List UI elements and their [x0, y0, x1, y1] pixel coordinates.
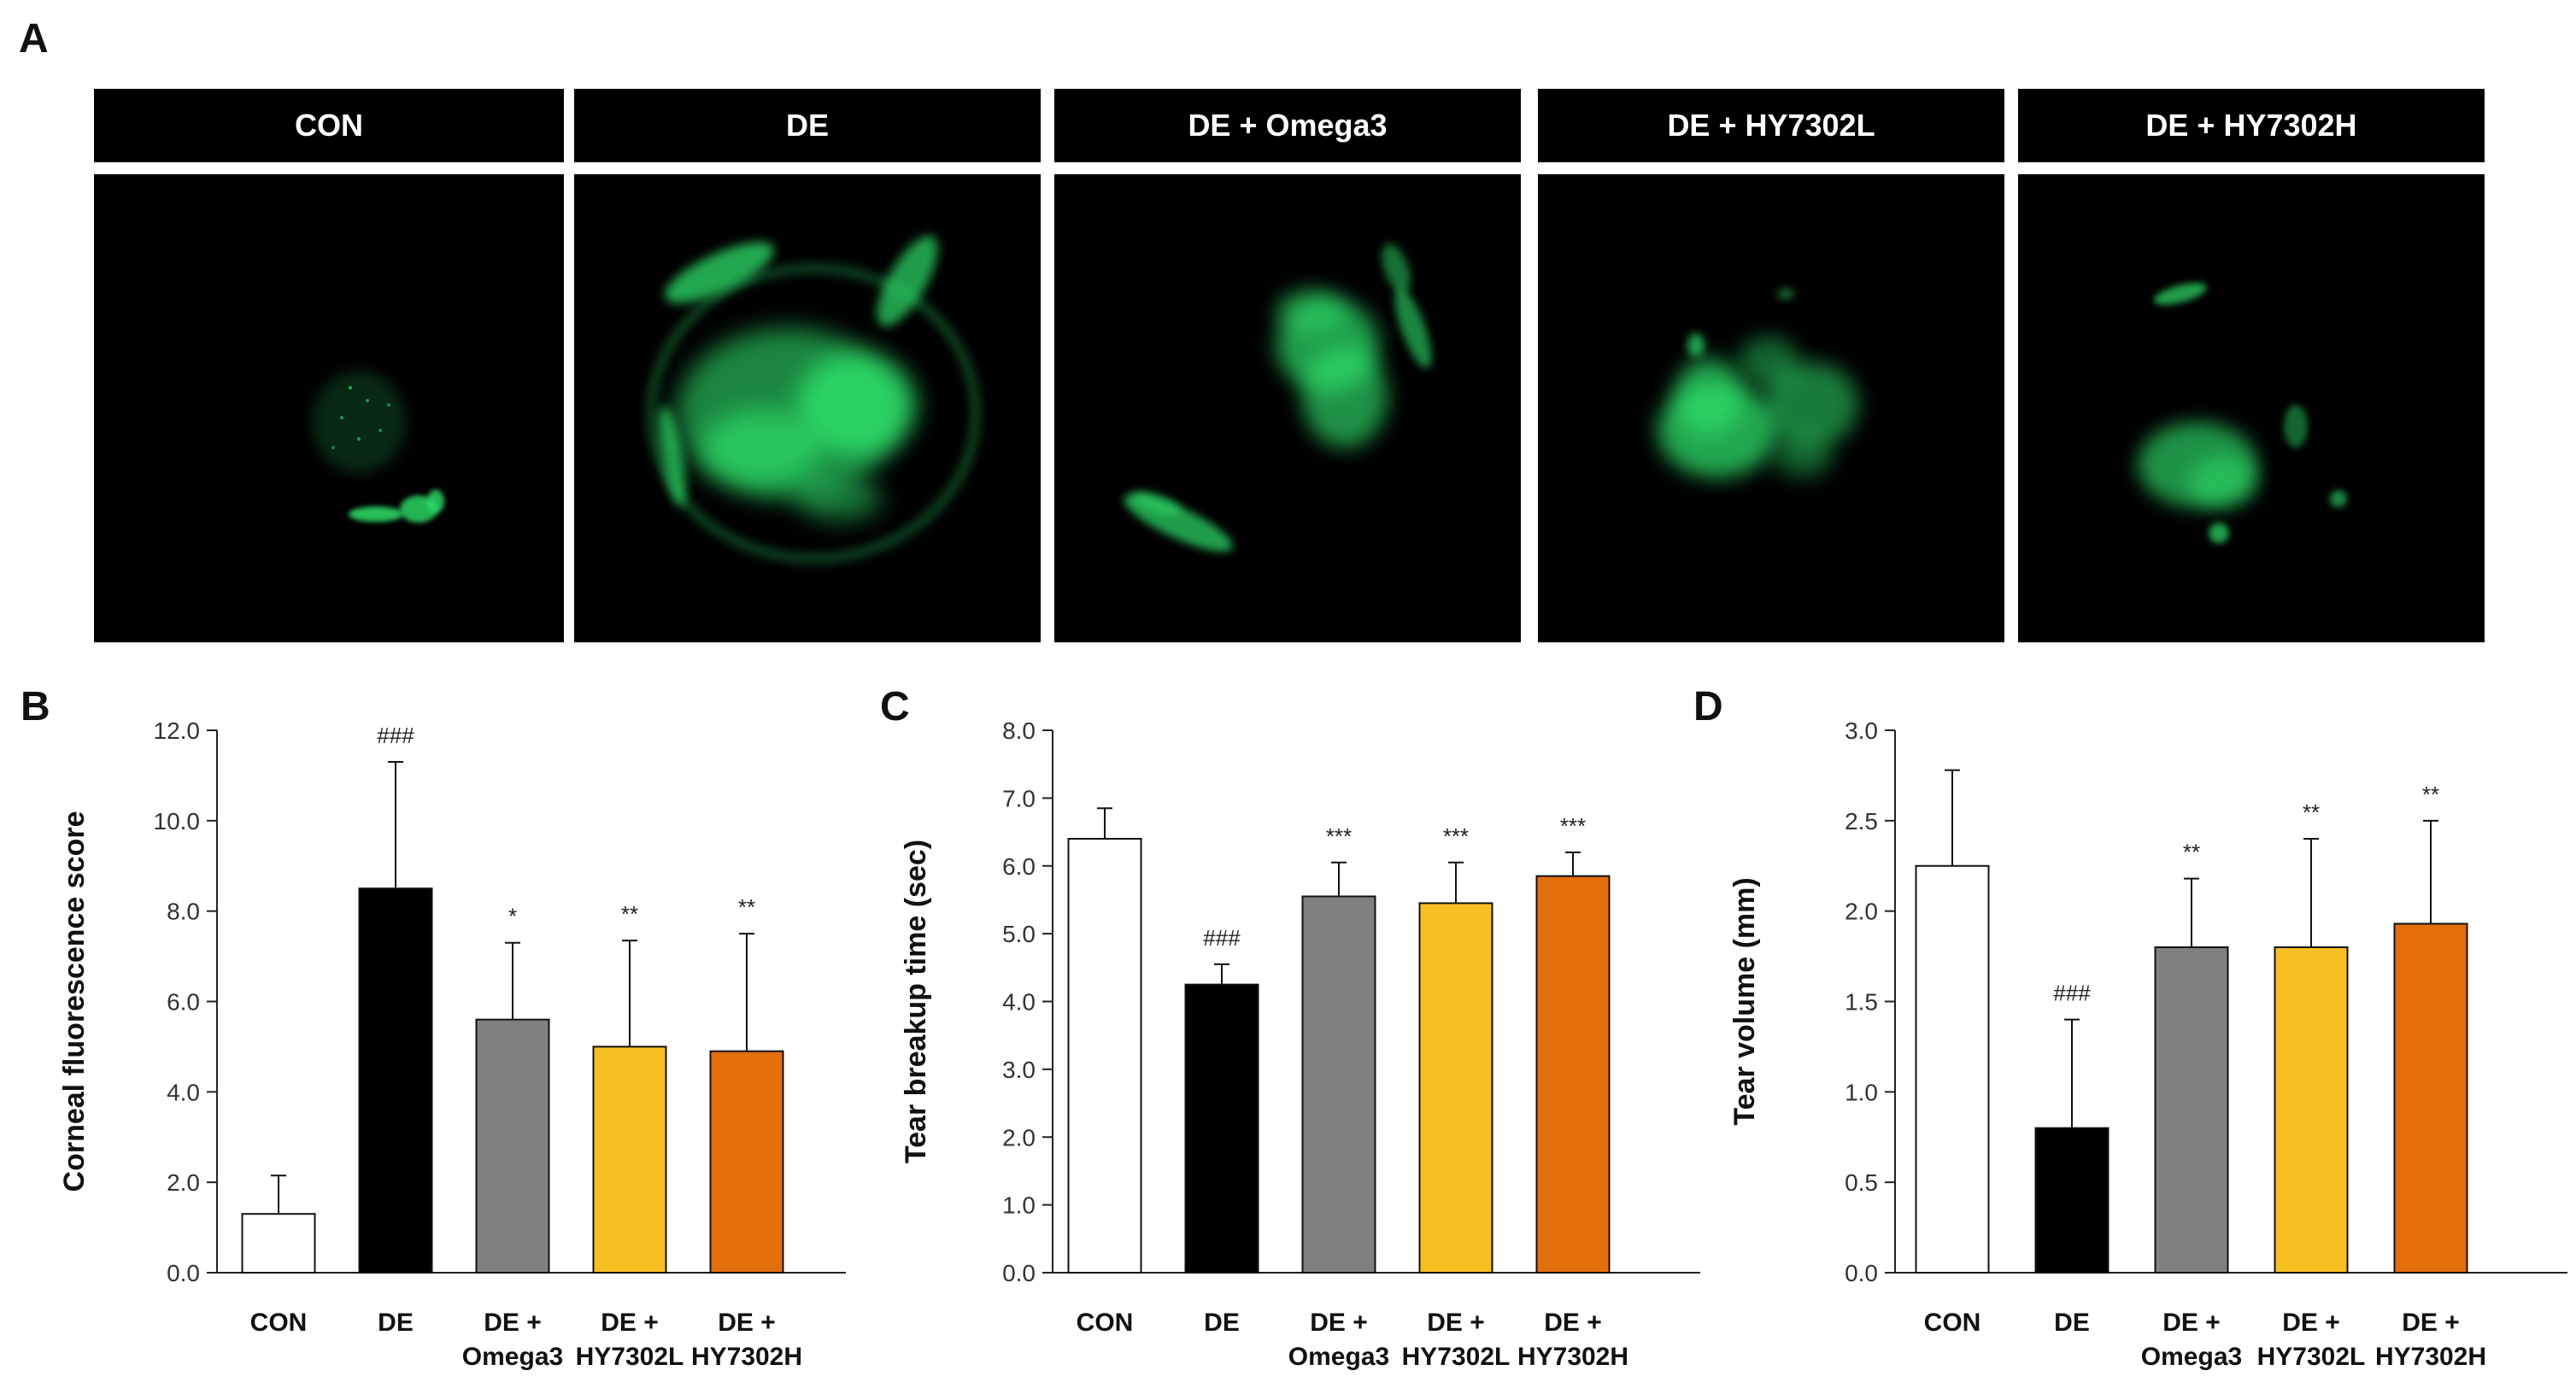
chart-tear-breakup-time: Tear breakup time (sec) 0.0 1.0 2.0 3.0 4.0 5.… [900, 717, 1700, 1371]
x-category-label: HY7302L [576, 1343, 684, 1371]
image-header-con: CON [94, 89, 564, 162]
significance-label: ** [621, 901, 638, 927]
y-tick-label: 8.0 [1002, 717, 1036, 744]
x-category-label: DE [378, 1309, 414, 1337]
y-tick-label: 2.5 [1845, 808, 1878, 835]
y-tick-label: 0.0 [1845, 1260, 1878, 1286]
significance-label: ### [1203, 925, 1241, 951]
bar [1067, 838, 1142, 1274]
cornea-image-de [574, 174, 1041, 642]
x-category-label: DE + [1427, 1309, 1485, 1337]
panel-label-d: D [1693, 684, 1723, 729]
significance-label: *** [1443, 823, 1469, 849]
x-category-label: Omega3 [2141, 1343, 2242, 1371]
image-header-hy7302h: DE + HY7302H [2018, 89, 2485, 162]
bar [2274, 946, 2349, 1274]
bar [709, 1050, 784, 1274]
significance-label: ** [2422, 782, 2439, 807]
y-tick-label: 4.0 [1002, 989, 1036, 1016]
x-category-label: HY7302H [691, 1343, 802, 1371]
x-category-label: DE + [2282, 1309, 2340, 1337]
y-tick-label: 1.5 [1845, 989, 1878, 1016]
bar [592, 1045, 667, 1274]
x-category-label: CON [1077, 1309, 1134, 1337]
y-tick-label: 1.0 [1002, 1192, 1036, 1219]
y-axis-label: Tear volume (mm) [1728, 877, 1761, 1125]
x-category-label: CON [250, 1309, 308, 1337]
significance-label: * [508, 904, 517, 929]
cornea-image-hy7302h [2018, 174, 2485, 642]
significance-label: ### [2053, 981, 2091, 1006]
x-category-label: HY7302H [2375, 1343, 2486, 1371]
x-category-label: Omega3 [462, 1343, 563, 1371]
y-tick-label: 2.0 [167, 1169, 200, 1196]
x-category-label: DE + [484, 1309, 542, 1337]
x-category-label: DE + [1310, 1309, 1368, 1337]
cornea-image-hy7302l [1538, 174, 2004, 642]
x-category-label: DE + [2162, 1309, 2221, 1337]
x-category-label: DE [1204, 1309, 1240, 1337]
bar [1915, 864, 1990, 1274]
y-tick-label: 3.0 [1845, 717, 1878, 744]
y-tick-label: 8.0 [167, 899, 200, 925]
bar [358, 887, 433, 1274]
bar [1535, 875, 1611, 1274]
y-tick-label: 10.0 [154, 808, 201, 835]
y-tick-label: 2.0 [1845, 899, 1878, 925]
chart-corneal-fluorescence: Corneal fluorescence score 0.0 2.0 4.0 6.0 8.… [58, 717, 846, 1371]
significance-label: ** [2303, 799, 2320, 825]
cornea-image-omega3 [1054, 174, 1521, 642]
bar [2393, 922, 2468, 1274]
y-tick-label: 3.0 [1002, 1057, 1036, 1083]
y-tick-label: 4.0 [167, 1079, 200, 1105]
image-header-de: DE [574, 89, 1041, 162]
x-category-label: DE + [718, 1309, 776, 1337]
y-tick-label: 0.0 [1002, 1260, 1036, 1286]
y-tick-label: 6.0 [167, 989, 200, 1016]
x-category-label: HY7302H [1517, 1343, 1628, 1371]
significance-label: ### [377, 723, 414, 748]
y-tick-label: 0.5 [1845, 1169, 1878, 1196]
x-category-label: HY7302L [2257, 1343, 2366, 1371]
panel-label-c: C [880, 684, 910, 729]
chart-tear-volume: Tear volume (mm) 0.0 0.5 1.0 1.5 2.0 2.5 3.0 CON… [1728, 717, 2567, 1371]
y-tick-label: 7.0 [1002, 785, 1036, 811]
image-header-omega3: DE + Omega3 [1054, 89, 1521, 162]
x-category-label: CON [1924, 1309, 1981, 1337]
panel-label-b: B [21, 684, 50, 729]
y-tick-label: 5.0 [1002, 921, 1036, 947]
cornea-image-con [94, 174, 564, 642]
y-tick-label: 1.0 [1845, 1079, 1878, 1105]
bar [2154, 946, 2229, 1274]
y-tick-label: 12.0 [154, 717, 201, 744]
x-category-label: DE [2054, 1309, 2090, 1337]
y-tick-label: 0.0 [167, 1260, 200, 1286]
bar [1184, 983, 1259, 1274]
bar [2034, 1127, 2110, 1274]
y-tick-label: 6.0 [1002, 853, 1036, 880]
bar [1418, 902, 1493, 1274]
panel-label-a: A [19, 16, 49, 61]
y-tick-label: 2.0 [1002, 1124, 1036, 1151]
significance-label: ** [738, 894, 755, 920]
image-header-hy7302l: DE + HY7302L [1538, 89, 2004, 162]
x-category-label: HY7302L [1402, 1343, 1511, 1371]
y-axis-label: Tear breakup time (sec) [900, 840, 932, 1163]
significance-label: ** [2183, 840, 2200, 865]
significance-label: *** [1326, 823, 1352, 849]
y-axis-label: Corneal fluorescence score [58, 811, 91, 1192]
x-category-label: DE + [601, 1309, 659, 1337]
bar [1301, 895, 1376, 1274]
x-category-label: DE + [2402, 1309, 2460, 1337]
x-category-label: Omega3 [1288, 1343, 1389, 1371]
significance-label: *** [1560, 813, 1586, 839]
x-category-label: DE + [1544, 1309, 1602, 1337]
bar [475, 1018, 550, 1274]
bar [241, 1213, 316, 1274]
